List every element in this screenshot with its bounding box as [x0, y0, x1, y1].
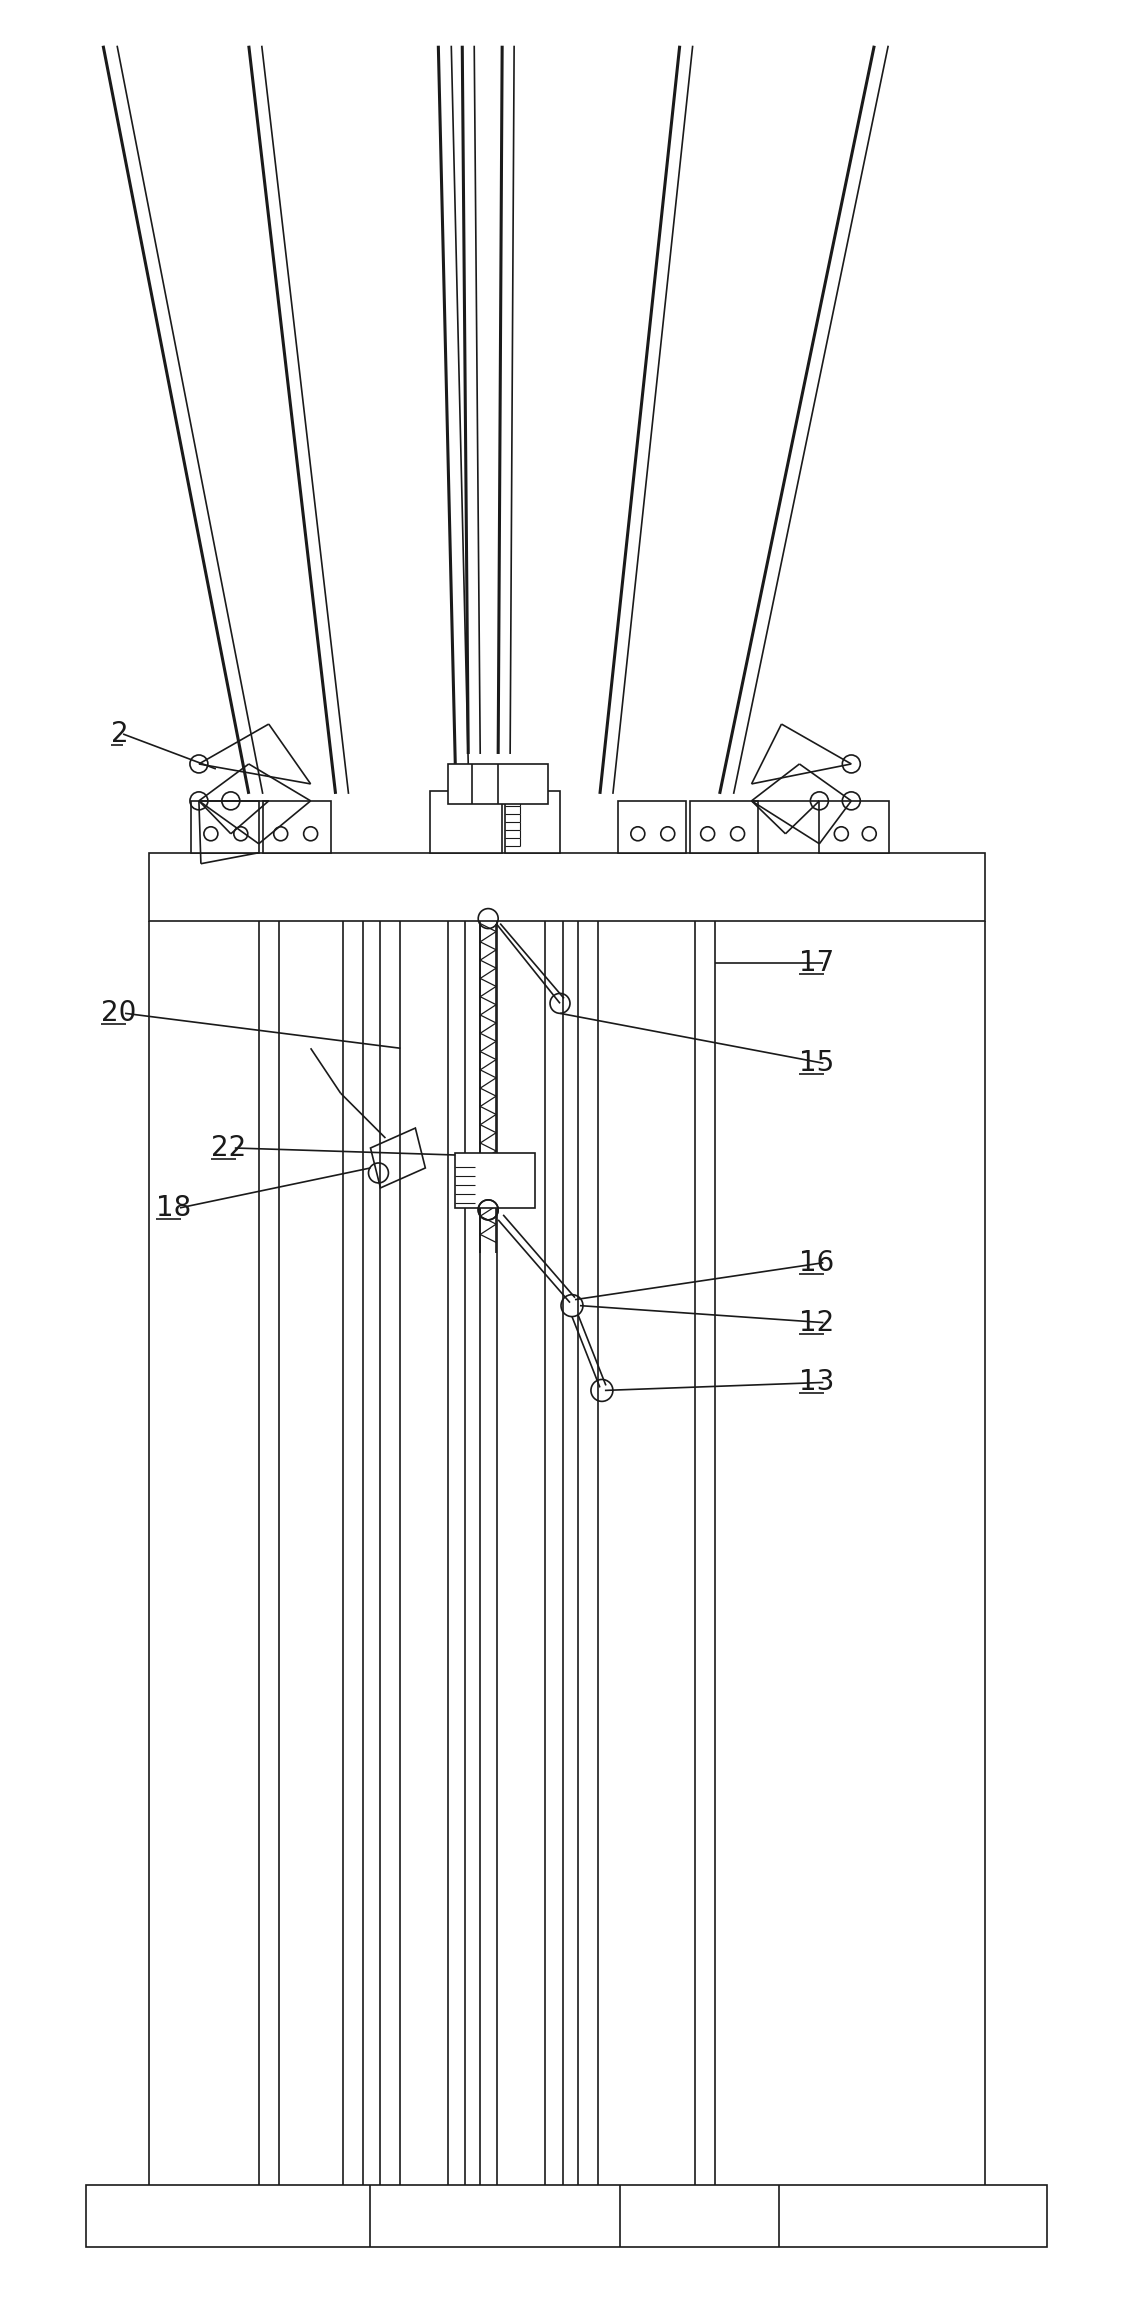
Text: 17: 17 [800, 949, 835, 976]
Bar [86, 2186, 1047, 2248]
Text: 18: 18 [156, 1193, 191, 1223]
Text: 13: 13 [800, 1368, 835, 1396]
Bar [431, 790, 502, 852]
Bar [449, 765, 548, 804]
Text: 15: 15 [800, 1050, 835, 1078]
Text: 2: 2 [111, 721, 129, 748]
Bar [690, 801, 758, 852]
Bar [505, 790, 560, 852]
Bar [191, 801, 258, 852]
Text: 12: 12 [800, 1308, 835, 1336]
Text: 20: 20 [101, 1000, 136, 1027]
Text: 16: 16 [800, 1248, 835, 1276]
Bar [819, 801, 889, 852]
Bar [150, 852, 985, 921]
Bar [455, 1154, 535, 1207]
Bar [617, 801, 685, 852]
Bar [263, 801, 331, 852]
Text: 22: 22 [211, 1133, 246, 1163]
